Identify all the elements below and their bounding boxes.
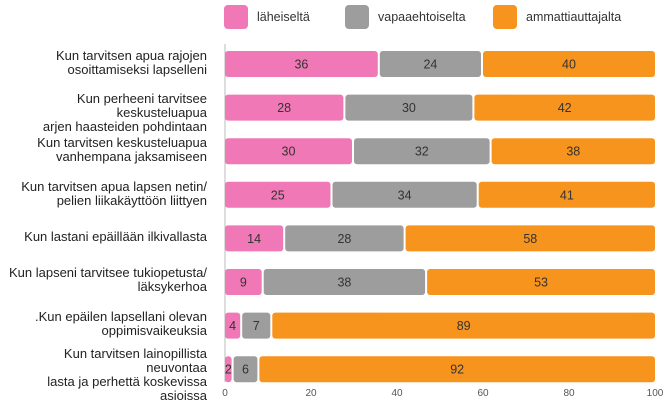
data-label: 36 [294, 58, 308, 72]
legend-item-vapaaehtoiselta: vapaaehtoiselta [345, 4, 466, 30]
bar-segment-ammattiauttajalta [474, 94, 655, 121]
data-label: 30 [402, 101, 416, 115]
data-label: 32 [415, 145, 429, 159]
category-label: Kun perheeni tarvitsee keskusteluapua ar… [42, 91, 207, 134]
legend-label-laheiselta: läheiseltä [257, 10, 310, 24]
data-label: 28 [277, 101, 291, 115]
category-label: .Kun epäilen lapsellani olevan oppimisva… [34, 309, 207, 338]
data-label: 7 [253, 319, 260, 333]
bar-segment-ammattiauttajalta [483, 51, 655, 77]
bar-segment-ammattiauttajalta [272, 312, 655, 339]
data-label: 38 [337, 276, 351, 290]
data-label: 42 [558, 101, 572, 115]
category-label: Kun lastani epäillään ilkivallasta [24, 229, 207, 244]
data-label: 30 [282, 145, 296, 159]
category-label: Kun tarvitsen keskusteluapua vanhempana … [37, 135, 207, 164]
x-tick-label: 20 [305, 388, 317, 399]
category-label: Kun tarvitsen lainopillista neuvontaa la… [47, 346, 207, 403]
data-label: 14 [247, 232, 261, 246]
legend-item-ammattiauttajalta: ammattiauttajalta [493, 4, 621, 30]
legend-label-vapaaehtoiselta: vapaaehtoiselta [378, 10, 466, 24]
bar-segment-vapaaehtoiselta [379, 51, 481, 77]
bar-segment-läheiseltä [225, 225, 284, 252]
category-label: Kun tarvitsen apua lapsen netin/ pelien … [21, 179, 207, 208]
data-label: 24 [423, 58, 437, 72]
bar-segment-vapaaehtoiselta [285, 225, 404, 252]
data-label: 4 [229, 319, 236, 333]
legend-item-laheiselta: läheiseltä [224, 4, 310, 30]
data-label: 41 [560, 188, 574, 202]
data-label: 34 [398, 188, 412, 202]
bar-segment-vapaaehtoiselta [345, 94, 473, 121]
bar-segment-vapaaehtoiselta [263, 269, 426, 295]
x-tick-label: 40 [391, 388, 403, 399]
data-label: 6 [242, 363, 249, 377]
bar-segment-ammattiauttajalta [427, 269, 655, 295]
bar-segment-ammattiauttajalta [478, 181, 655, 208]
x-tick-label: 0 [222, 388, 228, 399]
bar-segment-vapaaehtoiselta [233, 356, 258, 383]
data-label: 9 [240, 276, 247, 290]
bar-segment-läheiseltä [225, 356, 232, 383]
bar-segment-ammattiauttajalta [259, 356, 655, 383]
bar-segment-läheiseltä [225, 94, 344, 121]
legend-label-ammattiauttajalta: ammattiauttajalta [526, 10, 622, 24]
data-label: 89 [457, 319, 471, 333]
data-label: 25 [271, 188, 285, 202]
bar-segment-vapaaehtoiselta [242, 312, 271, 339]
x-tick-label: 100 [647, 388, 664, 399]
bar-segment-läheiseltä [225, 138, 352, 165]
data-label: 40 [562, 58, 576, 72]
data-label: 28 [337, 232, 351, 246]
data-label: 92 [450, 363, 464, 377]
data-label: 2 [225, 363, 232, 377]
category-label: Kun lapseni tarvitsee tukiopetusta/ läks… [8, 265, 207, 294]
data-label: 53 [534, 276, 548, 290]
x-tick-label: 80 [563, 388, 575, 399]
bar-segment-läheiseltä [225, 312, 241, 339]
data-label: 38 [566, 145, 580, 159]
legend-swatch-laheiselta [224, 5, 248, 29]
bar-segment-läheiseltä [225, 181, 331, 208]
bar-segment-ammattiauttajalta [405, 225, 655, 252]
bar-segment-läheiseltä [225, 269, 262, 295]
data-label: 58 [523, 232, 537, 246]
bar-segment-läheiseltä [225, 51, 378, 77]
legend-swatch-vapaaehtoiselta [345, 5, 369, 29]
legend-swatch-ammattiauttajalta [493, 5, 517, 29]
x-tick-label: 60 [477, 388, 489, 399]
bar-segment-vapaaehtoiselta [332, 181, 477, 208]
category-label: Kun tarvitsen apua rajojen osoittamiseks… [55, 48, 207, 77]
bar-segment-vapaaehtoiselta [354, 138, 490, 165]
bar-segment-ammattiauttajalta [491, 138, 655, 165]
